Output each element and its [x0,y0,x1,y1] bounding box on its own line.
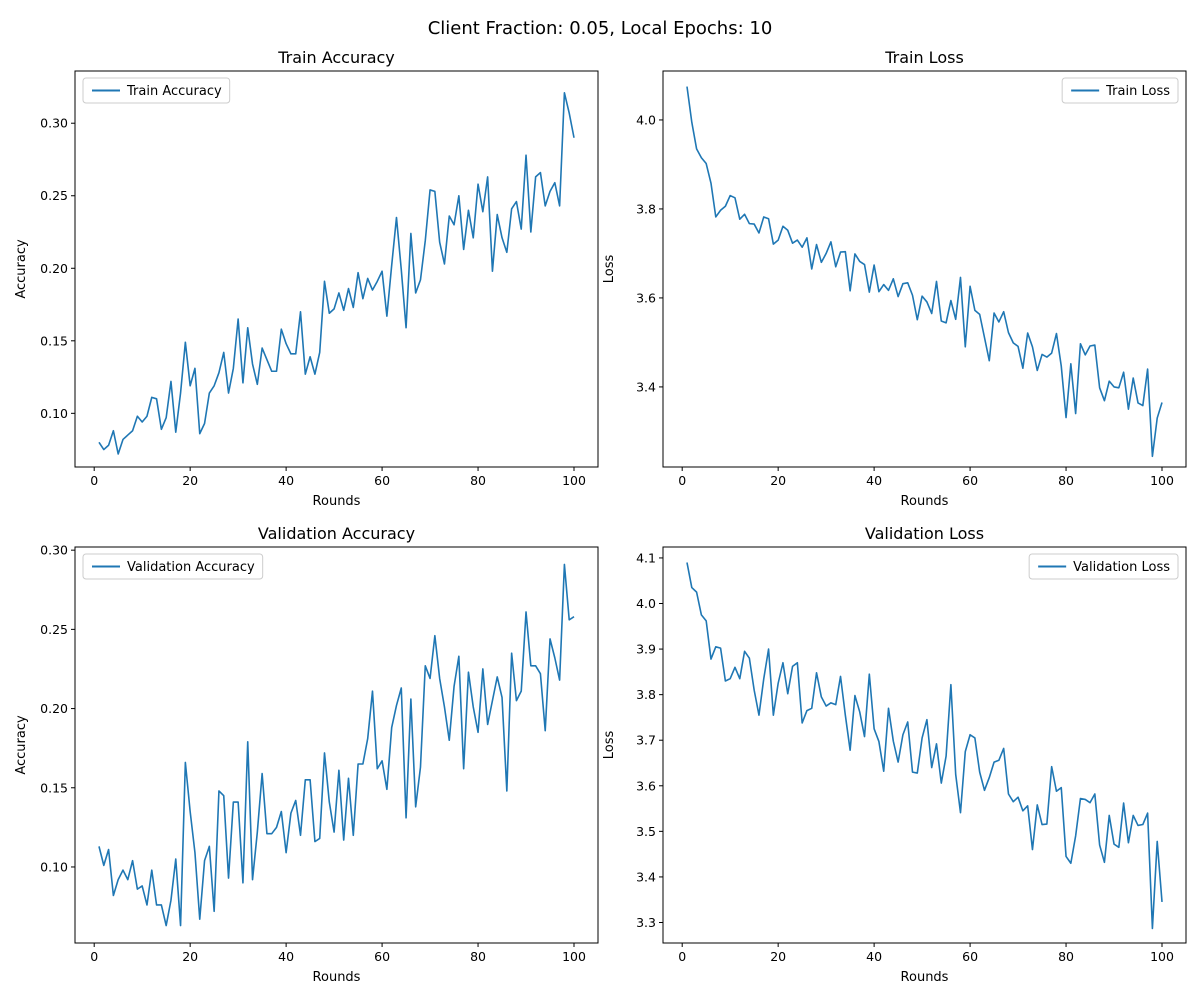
validation-accuracy-x-axis-label: Rounds [313,970,361,985]
x-tick-label: 40 [278,473,294,488]
legend-label: Train Accuracy [126,84,222,99]
subplot-grid: Train Accuracy 0 20 40 60 80 100 0.10 0.15 0.20 0.… [14,48,1187,985]
y-tick-label: 0.25 [40,188,68,203]
x-tick-label: 20 [182,949,198,964]
y-tick-label: 3.8 [636,201,656,216]
validation-accuracy-legend: Validation Accuracy [82,553,264,580]
x-tick-label: 40 [866,949,882,964]
x-tick-label: 0 [678,949,686,964]
y-tick-label: 3.3 [636,915,656,930]
y-tick-label: 0.30 [40,543,68,558]
validation-accuracy-title: Validation Accuracy [258,524,415,543]
x-tick-label: 60 [962,473,978,488]
validation-loss-title: Validation Loss [865,524,984,543]
legend-box [82,77,231,104]
x-tick-label: 20 [770,473,786,488]
validation-accuracy-panel: Validation Accuracy 0 20 40 60 80 100 0.10 0.15 0… [14,524,599,985]
x-tick-label: 60 [962,949,978,964]
validation-loss-plot-frame [662,546,1187,944]
legend-box [1028,553,1179,580]
x-tick-label: 100 [1150,949,1174,964]
legend-label: Validation Loss [1073,560,1170,575]
x-tick-label: 80 [470,473,486,488]
train-accuracy-legend: Train Accuracy [82,77,231,104]
x-tick-label: 0 [678,473,686,488]
y-tick-label: 0.10 [40,859,68,874]
train-accuracy-plot-frame [74,70,599,468]
train-loss-series-line [686,86,1163,458]
validation-accuracy-plot-frame [74,546,599,944]
x-tick-label: 40 [278,949,294,964]
y-tick-label: 4.0 [636,596,656,611]
y-tick-label: 3.9 [636,642,656,657]
validation-loss-legend: Validation Loss [1028,553,1179,580]
train-accuracy-title: Train Accuracy [277,48,395,67]
x-tick-label: 0 [90,473,98,488]
x-tick-label: 20 [182,473,198,488]
validation-loss-x-axis-label: Rounds [901,970,949,985]
x-tick-label: 80 [1058,949,1074,964]
x-tick-label: 0 [90,949,98,964]
y-tick-label: 3.6 [636,778,656,793]
train-accuracy-x-axis-label: Rounds [313,494,361,509]
train-loss-panel: Train Loss 0 20 40 60 80 100 3.4 3.6 3.8 4.0 Rounds… [602,48,1187,509]
train-loss-title: Train Loss [884,48,964,67]
legend-label: Validation Accuracy [127,560,255,575]
figure-suptitle: Client Fraction: 0.05, Local Epochs: 10 [428,18,773,39]
legend-box [1061,77,1179,104]
train-loss-y-axis-label: Loss [602,255,617,284]
y-tick-label: 0.30 [40,116,68,131]
validation-loss-series-line [686,562,1163,930]
train-accuracy-series-line [98,91,575,455]
y-tick-label: 0.15 [40,333,68,348]
y-tick-label: 3.4 [636,869,656,884]
x-tick-label: 20 [770,949,786,964]
y-tick-label: 3.4 [636,379,656,394]
x-tick-label: 60 [374,473,390,488]
train-loss-plot-frame [662,70,1187,468]
x-tick-label: 60 [374,949,390,964]
train-accuracy-y-axis-label: Accuracy [14,239,29,299]
train-accuracy-panel: Train Accuracy 0 20 40 60 80 100 0.10 0.15 0.20 0.… [14,48,599,509]
validation-loss-y-axis-label: Loss [602,731,617,760]
y-tick-label: 3.7 [636,733,656,748]
y-tick-label: 4.0 [636,112,656,127]
x-tick-label: 100 [562,473,586,488]
train-loss-legend: Train Loss [1061,77,1179,104]
validation-loss-panel: Validation Loss 0 20 40 60 80 100 3.3 3.4 3.5 3.6 3… [602,524,1187,985]
y-tick-label: 3.8 [636,687,656,702]
y-tick-label: 3.6 [636,290,656,305]
train-loss-x-axis-label: Rounds [901,494,949,509]
validation-accuracy-y-axis-label: Accuracy [14,715,29,775]
y-tick-label: 0.15 [40,780,68,795]
y-tick-label: 4.1 [636,550,656,565]
y-tick-label: 3.5 [636,824,656,839]
y-tick-label: 0.20 [40,261,68,276]
validation-accuracy-series-line [98,563,575,927]
x-tick-label: 100 [562,949,586,964]
y-tick-label: 0.25 [40,622,68,637]
y-tick-label: 0.20 [40,701,68,716]
legend-label: Train Loss [1105,84,1170,99]
x-tick-label: 80 [470,949,486,964]
x-tick-label: 40 [866,473,882,488]
x-tick-label: 100 [1150,473,1174,488]
x-tick-label: 80 [1058,473,1074,488]
legend-box [82,553,264,580]
y-tick-label: 0.10 [40,406,68,421]
